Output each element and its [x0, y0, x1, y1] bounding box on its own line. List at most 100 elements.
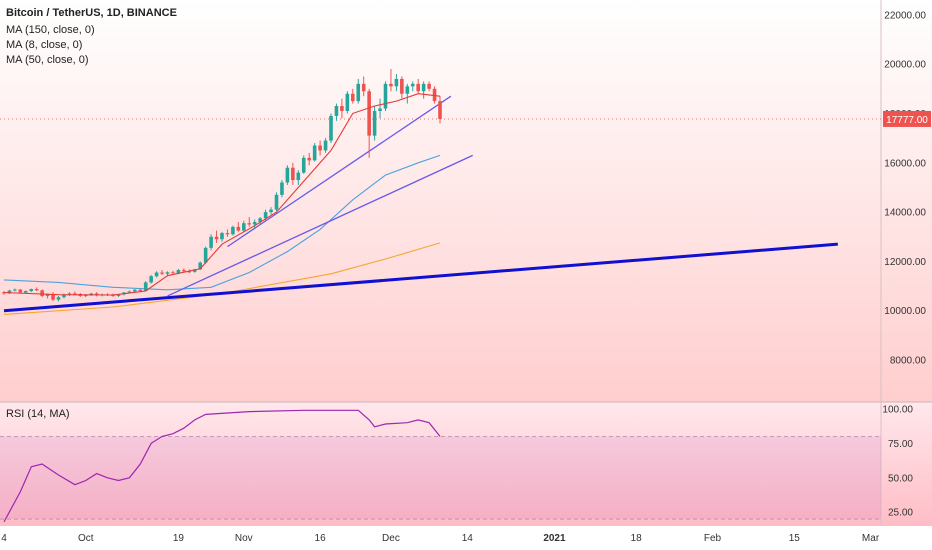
candle[interactable] — [13, 288, 17, 292]
candle[interactable] — [252, 219, 257, 230]
candle[interactable] — [378, 98, 382, 119]
candle[interactable] — [225, 229, 230, 237]
candle-body — [236, 226, 241, 231]
candle[interactable] — [329, 113, 333, 144]
candle-body — [334, 106, 339, 116]
rsi-tick-label: 50.00 — [888, 473, 913, 484]
trendline-thin-2[interactable] — [227, 95, 452, 248]
candle[interactable] — [438, 96, 442, 124]
candle[interactable] — [34, 287, 39, 292]
candle[interactable] — [242, 220, 246, 232]
rsi-pane — [0, 409, 881, 523]
indicator-ma150-label[interactable]: MA (150, close, 0) — [6, 24, 95, 36]
candle[interactable] — [427, 81, 431, 92]
candle[interactable] — [7, 289, 12, 294]
candle[interactable] — [269, 207, 273, 215]
candle[interactable] — [367, 88, 371, 158]
candle-body — [133, 289, 137, 292]
candle[interactable] — [296, 170, 301, 185]
candle[interactable] — [334, 103, 339, 121]
candle[interactable] — [416, 78, 420, 94]
candle-body — [372, 110, 377, 136]
candle[interactable] — [247, 217, 252, 227]
candle[interactable] — [400, 76, 404, 99]
candle-body — [301, 157, 306, 173]
candle[interactable] — [203, 246, 208, 264]
candle[interactable] — [340, 98, 344, 119]
candle-body — [274, 194, 279, 210]
candle[interactable] — [356, 78, 361, 104]
candle[interactable] — [389, 69, 393, 92]
candle[interactable] — [143, 281, 148, 292]
candle-body — [89, 293, 93, 295]
candle[interactable] — [171, 270, 175, 274]
trendline-bold[interactable] — [3, 242, 838, 313]
candle[interactable] — [51, 292, 55, 301]
candle-body — [280, 182, 284, 195]
candle[interactable] — [351, 88, 355, 104]
time-tick-label: Feb — [704, 533, 722, 544]
candle[interactable] — [285, 165, 290, 185]
time-tick-label: Nov — [235, 533, 253, 544]
candle-body — [165, 272, 170, 274]
ma150-line[interactable] — [3, 242, 441, 315]
candle-body — [171, 272, 175, 274]
candle[interactable] — [318, 140, 322, 156]
candle-body — [192, 269, 197, 272]
indicator-ma50-label[interactable]: MA (50, close, 0) — [6, 54, 89, 66]
candle[interactable] — [361, 76, 366, 97]
candle-body — [116, 294, 121, 296]
last-price-tag[interactable] — [883, 110, 931, 127]
candle[interactable] — [394, 73, 399, 92]
time-tick-label: Oct — [78, 533, 94, 544]
rsi-indicator-label[interactable]: RSI (14, MA) — [6, 408, 70, 420]
trendline-thin-1[interactable] — [167, 154, 473, 297]
candle[interactable] — [258, 217, 262, 225]
candle[interactable] — [56, 295, 61, 302]
candle[interactable] — [160, 270, 164, 275]
candle[interactable] — [149, 274, 153, 284]
candle[interactable] — [323, 138, 328, 153]
candle[interactable] — [312, 143, 317, 162]
candle[interactable] — [291, 162, 295, 185]
candle[interactable] — [231, 225, 235, 236]
candle[interactable] — [154, 271, 159, 278]
candle[interactable] — [345, 91, 350, 114]
candle[interactable] — [220, 231, 224, 242]
candle[interactable] — [372, 106, 377, 141]
indicator-ma8-label[interactable]: MA (8, close, 0) — [6, 39, 83, 51]
candle[interactable] — [29, 288, 34, 293]
rsi-series-line[interactable] — [3, 409, 441, 523]
price-tick-label: 14000.00 — [884, 208, 926, 219]
candle[interactable] — [432, 86, 437, 104]
candle[interactable] — [421, 81, 426, 99]
ma8-line[interactable] — [3, 93, 441, 296]
candle-body — [378, 108, 382, 111]
candle[interactable] — [214, 230, 219, 243]
candle[interactable] — [405, 83, 410, 104]
candle[interactable] — [67, 292, 72, 296]
candle[interactable] — [40, 289, 44, 298]
ma50-line[interactable] — [3, 154, 441, 291]
symbol-title[interactable]: Bitcoin / TetherUS, 1D, BINANCE — [6, 7, 177, 19]
candle-body — [51, 293, 55, 300]
candle[interactable] — [410, 81, 415, 92]
candle[interactable] — [307, 152, 311, 166]
candle-body — [73, 293, 77, 295]
candle[interactable] — [383, 81, 388, 111]
candle-body — [296, 172, 301, 181]
candle-body — [318, 145, 322, 151]
candle-body — [394, 78, 399, 87]
candle[interactable] — [236, 221, 241, 232]
candle[interactable] — [209, 234, 213, 251]
candle[interactable] — [301, 155, 306, 174]
candle-body — [340, 106, 344, 111]
candle-body — [138, 289, 143, 292]
candle-body — [62, 294, 66, 298]
candle-body — [182, 270, 186, 272]
candle-body — [416, 83, 420, 92]
candle-body — [203, 247, 208, 263]
candle[interactable] — [280, 180, 284, 198]
candle[interactable] — [274, 192, 279, 211]
